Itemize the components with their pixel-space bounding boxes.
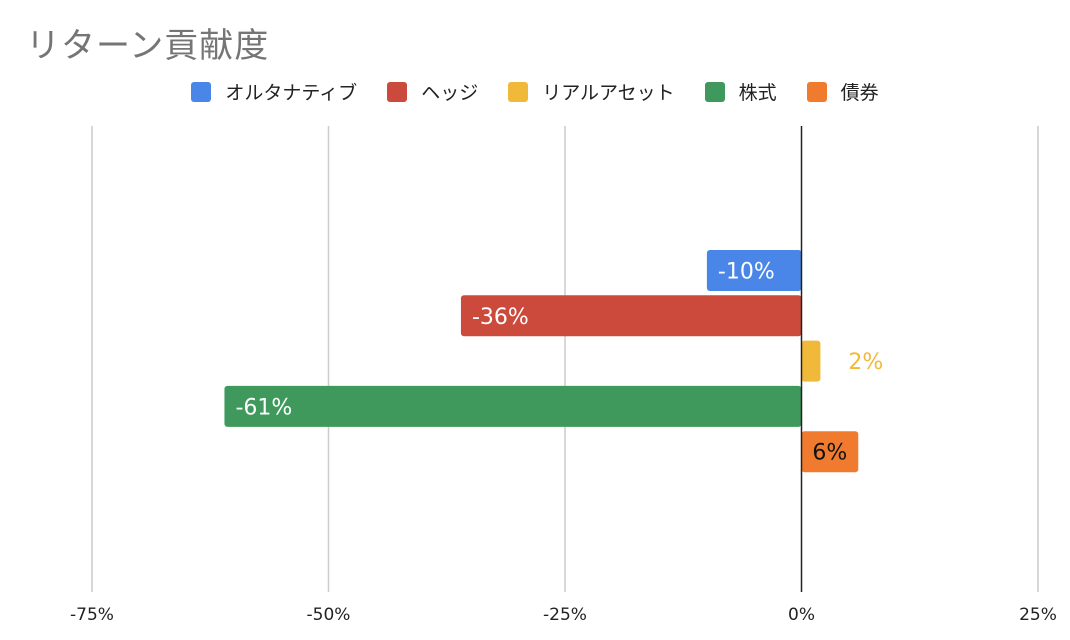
legend-item-hedge[interactable]: ヘッジ	[387, 78, 478, 105]
bar-hedge[interactable]	[460, 295, 802, 337]
legend-item-real-asset[interactable]: リアルアセット	[508, 78, 675, 105]
x-tick-label: 0%	[788, 605, 815, 625]
data-label-equity: -61%	[235, 395, 292, 420]
legend-item-bond[interactable]: 債券	[806, 78, 879, 105]
x-tick-label: -50%	[307, 605, 351, 625]
legend-label-real-asset: リアルアセット	[542, 82, 675, 104]
data-label-bond: 6%	[812, 441, 847, 466]
bar-real-asset[interactable]	[801, 340, 821, 382]
legend-label-hedge: ヘッジ	[421, 82, 479, 104]
data-label-alternative: -10%	[718, 260, 775, 285]
legend-label-equity: 株式	[738, 82, 777, 104]
legend-item-equity[interactable]: 株式	[704, 78, 777, 105]
legend-swatch-bond	[806, 81, 827, 102]
data-label-real-asset: 2%	[848, 350, 883, 375]
legend-swatch-hedge	[387, 81, 408, 102]
legend-label-alternative: オルタナティブ	[225, 82, 358, 104]
bar-bond[interactable]	[801, 431, 859, 473]
bars	[224, 250, 859, 473]
data-label-hedge: -36%	[472, 305, 529, 330]
legend-label-bond: 債券	[840, 82, 879, 104]
chart-title: リターン貢献度	[26, 26, 270, 66]
legend-item-alternative[interactable]: オルタナティブ	[191, 78, 357, 105]
legend-swatch-equity	[704, 81, 725, 102]
bar-alternative[interactable]	[706, 250, 802, 291]
x-tick-label: -75%	[70, 605, 114, 625]
gridlines	[91, 126, 1039, 592]
x-tick-label: -25%	[543, 605, 587, 625]
bar-equity[interactable]	[224, 385, 802, 427]
legend-swatch-real-asset	[508, 81, 529, 102]
legend-swatch-alternative	[191, 81, 212, 102]
data-labels: -10% -36% 2% -61% 6%	[235, 260, 883, 466]
x-axis-tick-labels: -75% -50% -25% 0% 25%	[70, 605, 1057, 625]
x-tick-label: 25%	[1019, 605, 1057, 625]
legend: オルタナティブ ヘッジ リアルアセット 株式 債券	[0, 78, 1070, 105]
